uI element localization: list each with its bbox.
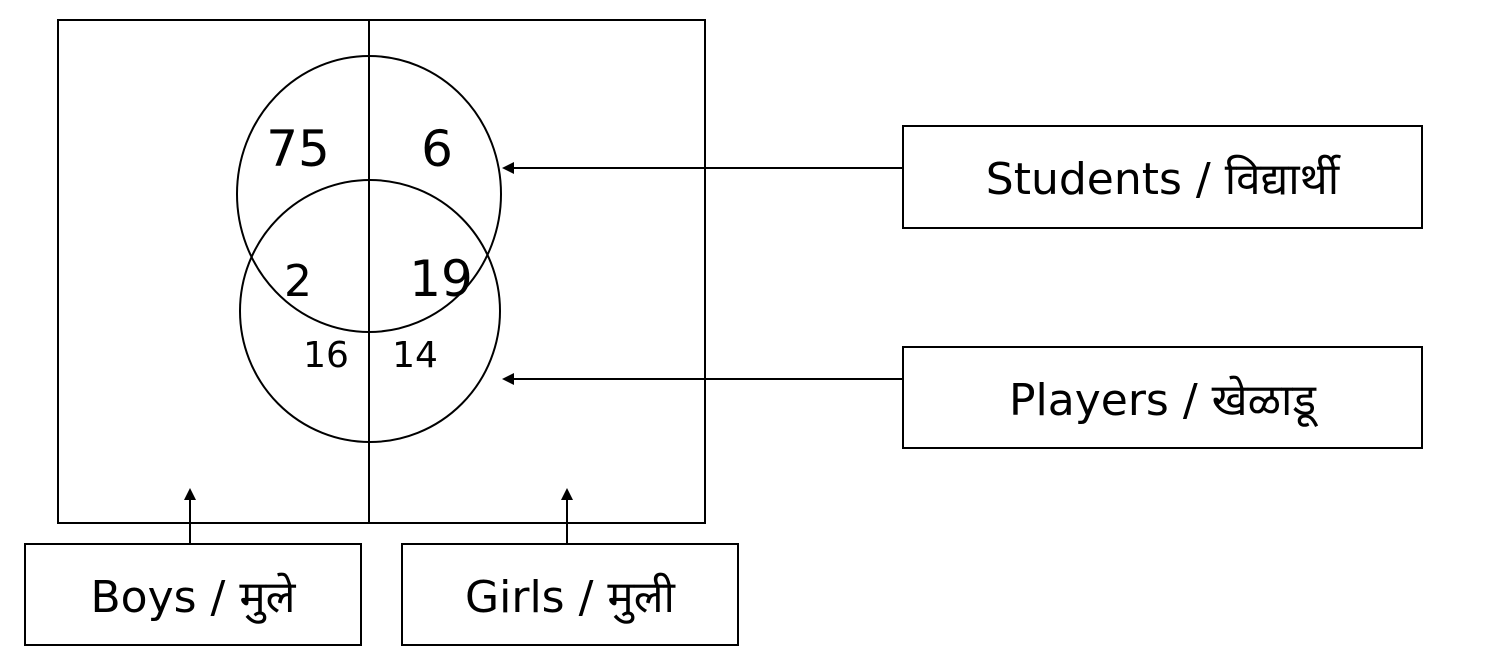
players-label: Players / खेळाडू — [1008, 374, 1316, 426]
girls-label: Girls / मुली — [465, 571, 675, 623]
region-girls-students-players: 19 — [409, 250, 473, 308]
boys-label: Boys / मुले — [90, 571, 296, 623]
players-label-box: Players / खेळाडू — [902, 346, 1423, 449]
universal-set-rectangle — [57, 19, 706, 524]
girls-label-box: Girls / मुली — [401, 543, 739, 646]
region-boys-students-players: 2 — [284, 256, 312, 307]
region-girls-students-only: 6 — [421, 120, 453, 178]
players-circle — [239, 179, 501, 443]
region-girls-players-only: 14 — [392, 335, 438, 376]
region-boys-players-only: 16 — [303, 335, 349, 376]
region-boys-students-only: 75 — [266, 120, 330, 178]
students-circle — [236, 55, 502, 333]
boys-label-box: Boys / मुले — [24, 543, 362, 646]
students-label-box: Students / विद्यार्थी — [902, 125, 1423, 229]
students-label: Students / विद्यार्थी — [985, 154, 1340, 205]
